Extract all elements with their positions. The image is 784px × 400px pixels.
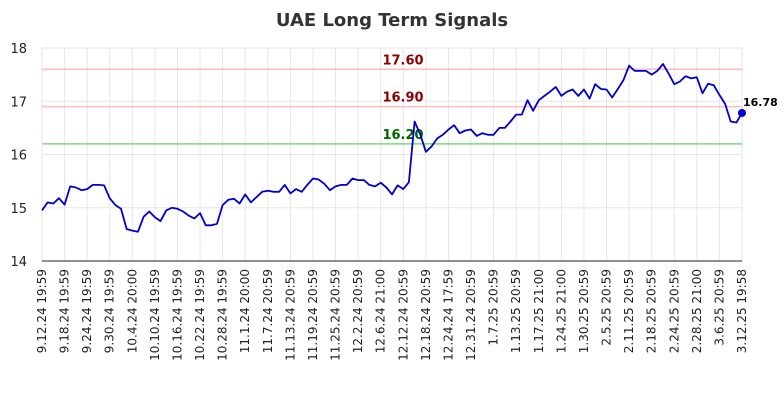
- x-tick-label: 2.28.25 21:00: [690, 269, 704, 353]
- x-tick-label: 10.16.24 19:59: [170, 269, 184, 361]
- reference-line-label: 17.60: [382, 53, 423, 68]
- x-tick-label: 12.6.24 21:00: [374, 269, 388, 353]
- x-tick-label: 10.4.24 20:00: [125, 269, 139, 353]
- x-tick-label: 2.5.25 20:59: [600, 269, 614, 346]
- x-tick-label: 10.10.24 19:59: [148, 269, 162, 361]
- y-tick-label: 17: [10, 95, 27, 110]
- x-tick-label: 10.28.24 19:59: [216, 269, 230, 361]
- series-line: [41, 63, 743, 233]
- y-tick-label: 14: [10, 255, 27, 270]
- x-tick-label: 9.30.24 19:59: [103, 269, 117, 353]
- grid: [41, 47, 743, 262]
- x-tick-label: 12.18.24 20:59: [419, 269, 433, 361]
- last-point-marker: [738, 108, 746, 117]
- reference-line-label: 16.90: [382, 91, 423, 106]
- x-tick-label: 11.19.24 20:59: [306, 269, 320, 361]
- y-tick-label: 16: [10, 149, 27, 164]
- x-tick-label: 11.7.24 20:59: [261, 269, 275, 353]
- x-tick-label: 11.1.24 20:00: [238, 269, 252, 353]
- x-tick-label: 9.18.24 19:59: [58, 269, 72, 353]
- x-tick-label: 10.22.24 19:59: [193, 269, 207, 361]
- last-value-label: 16.78: [743, 96, 778, 109]
- x-tick-label: 11.13.24 20:59: [283, 269, 297, 361]
- x-tick-label: 2.18.25 20:59: [645, 269, 659, 353]
- x-tick-label: 1.13.25 20:59: [509, 269, 523, 353]
- x-tick-label: 2.24.25 20:59: [667, 269, 681, 353]
- y-tick-label: 18: [10, 42, 27, 57]
- x-tick-label: 3.6.25 20:59: [712, 269, 726, 346]
- y-tick-label: 15: [10, 202, 27, 217]
- x-tick-label: 9.24.24 19:59: [80, 269, 94, 353]
- x-tick-label: 9.12.24 19:59: [35, 269, 49, 353]
- chart-title: UAE Long Term Signals: [276, 10, 508, 31]
- x-tick-label: 12.31.24 20:59: [464, 269, 478, 361]
- x-tick-label: 1.30.25 20:59: [577, 269, 591, 353]
- x-tick-label: 3.12.25 19:58: [735, 269, 749, 353]
- x-tick-label: 1.24.25 21:00: [554, 269, 568, 353]
- x-tick-label: 2.11.25 20:59: [622, 269, 636, 353]
- series-layer: 16.78: [41, 63, 778, 233]
- x-tick-label: 1.17.25 21:00: [532, 269, 546, 353]
- x-tick-label: 11.25.24 20:59: [329, 269, 343, 361]
- axes: 14 15 16 17 18 9.12.24 19:59 9.18.24 19:59 9.24…: [10, 42, 749, 361]
- x-tick-label: 12.2.24 20:59: [351, 269, 365, 353]
- x-tick-label: 12.24.24 17:59: [441, 269, 455, 361]
- x-tick-label: 1.7.25 20:59: [487, 269, 501, 346]
- x-tick-label: 12.12.24 20:59: [396, 269, 410, 361]
